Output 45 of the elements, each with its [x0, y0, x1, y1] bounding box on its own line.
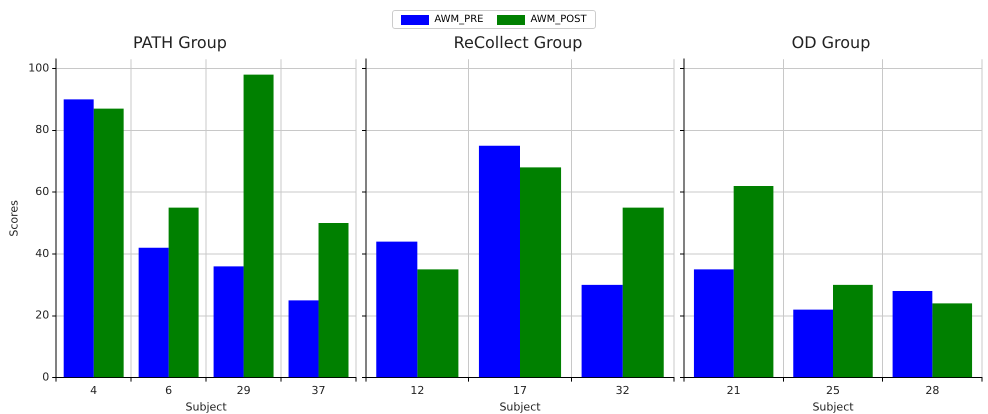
- y-tick-label: 0: [42, 370, 50, 384]
- x-axis-title: Subject: [812, 400, 854, 414]
- legend-label: AWM_PRE: [434, 14, 484, 25]
- bar: [417, 269, 458, 378]
- y-tick-label: 60: [35, 184, 50, 198]
- bar: [168, 208, 199, 378]
- x-tick-label: 17: [513, 384, 527, 398]
- y-axis-title: Scores: [7, 200, 20, 237]
- chart-title: PATH Group: [133, 32, 227, 52]
- legend-label: AWM_POST: [530, 14, 587, 25]
- bar: [94, 108, 124, 378]
- x-tick-label: 25: [826, 384, 840, 398]
- bar: [622, 208, 664, 378]
- x-tick-label: 12: [410, 384, 424, 398]
- bar: [520, 167, 562, 378]
- bar: [892, 291, 932, 378]
- bar: [318, 223, 349, 378]
- bar: [734, 186, 774, 378]
- bar: [694, 269, 734, 378]
- y-tick-label: 80: [35, 123, 50, 136]
- x-tick-label: 21: [726, 384, 741, 398]
- y-tick-label: 40: [35, 246, 50, 260]
- bar: [64, 99, 94, 378]
- x-tick-label: 6: [165, 384, 172, 398]
- x-tick-label: 37: [312, 384, 326, 398]
- bar: [793, 310, 833, 378]
- x-tick-label: 28: [925, 384, 940, 398]
- x-axis-title: Subject: [186, 400, 228, 414]
- y-tick-label: 20: [35, 308, 50, 322]
- bar: [932, 303, 972, 378]
- bar: [478, 146, 520, 378]
- y-tick-label: 100: [28, 61, 50, 74]
- x-tick-label: 32: [616, 384, 630, 398]
- bar: [376, 242, 418, 378]
- x-tick-label: 4: [90, 384, 98, 398]
- bar: [244, 74, 274, 378]
- bar: [138, 248, 169, 378]
- bar: [582, 284, 623, 378]
- chart-title: ReCollect Group: [454, 32, 582, 52]
- bar: [214, 266, 244, 378]
- x-axis-title: Subject: [499, 400, 542, 414]
- bar: [833, 284, 873, 378]
- chart-title: OD Group: [792, 32, 870, 52]
- bar: [288, 300, 319, 378]
- x-tick-label: 29: [236, 384, 251, 398]
